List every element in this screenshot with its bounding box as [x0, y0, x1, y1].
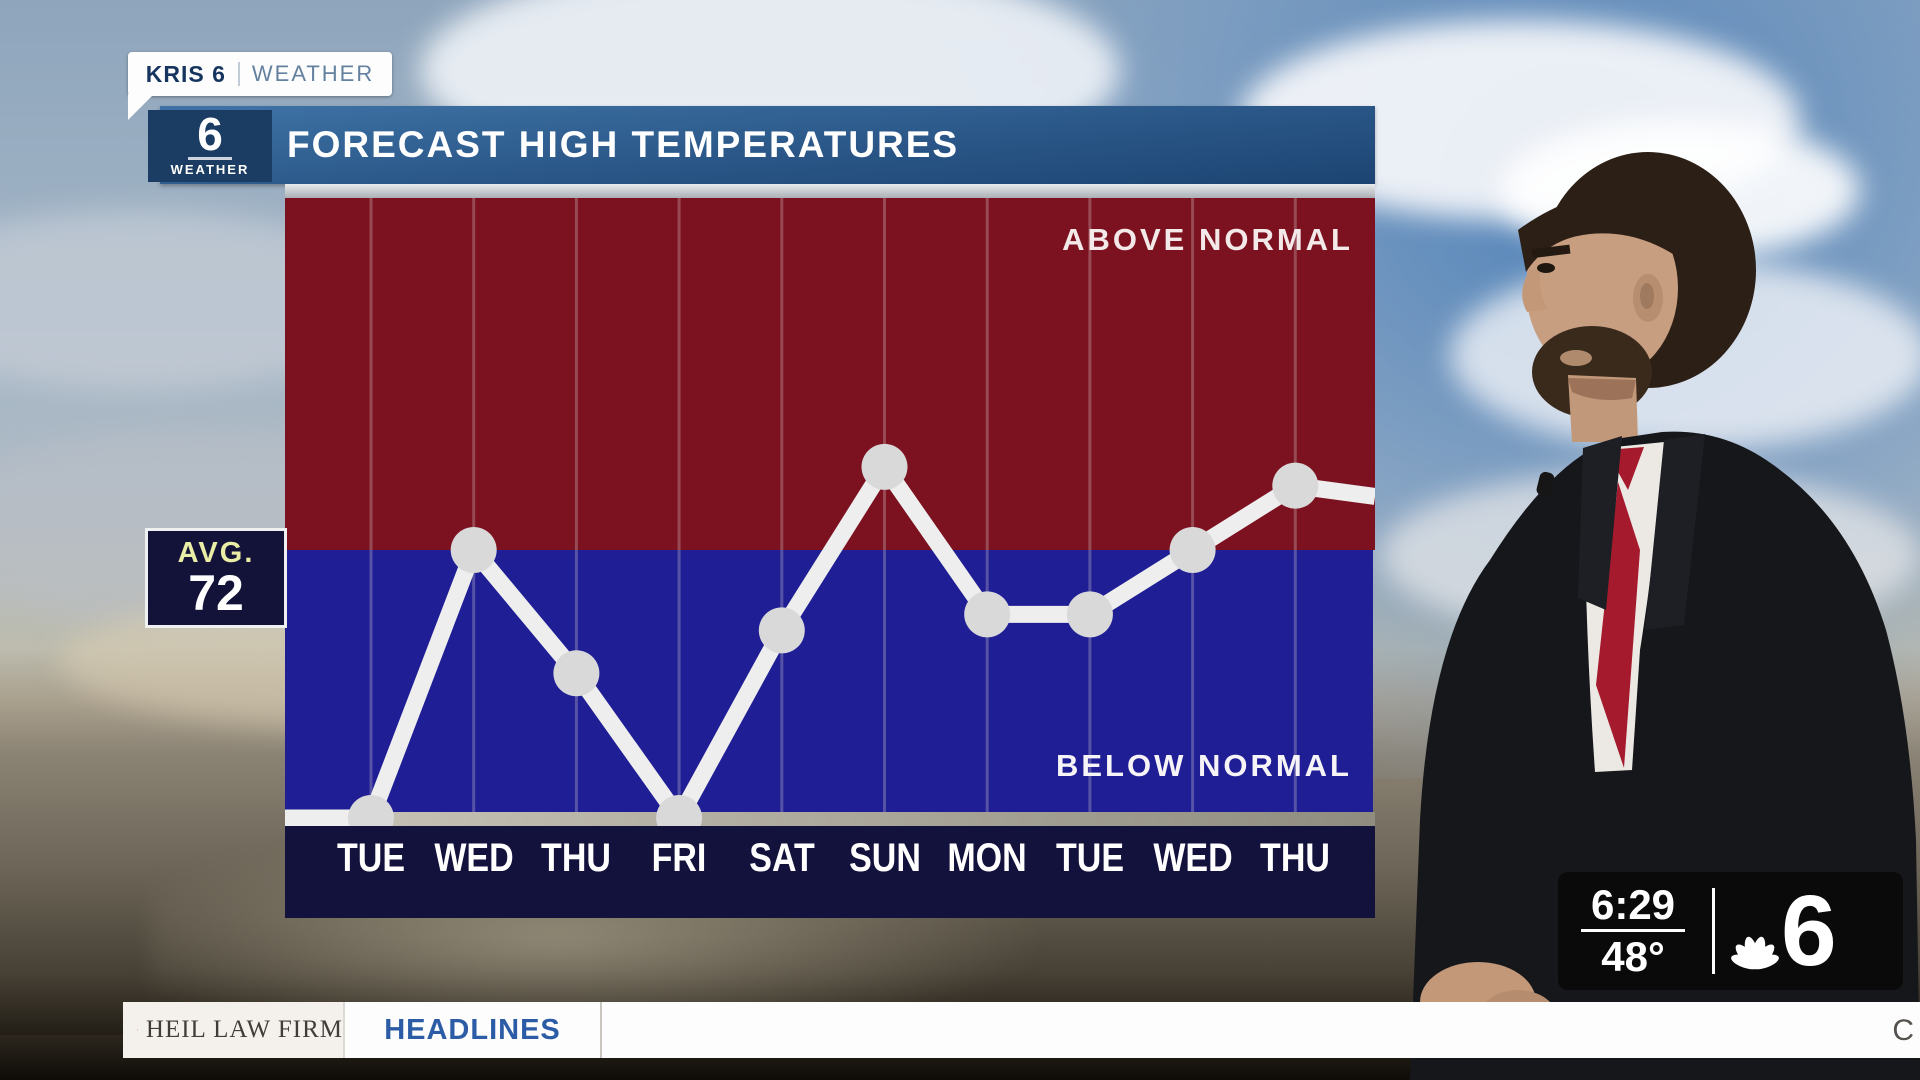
day-label: TUE — [337, 836, 405, 880]
average-value: 72 — [188, 565, 244, 621]
average-marker: AVG. 72 — [145, 528, 287, 628]
sponsor-section: HEIL LAW FIRM — [123, 1002, 345, 1058]
below-normal-region — [285, 550, 1373, 812]
page-title: FORECAST HIGH TEMPERATURES — [287, 124, 960, 165]
data-point-sat-4 — [758, 607, 805, 654]
day-label: WED — [1152, 836, 1233, 880]
channel-number: 6 — [197, 108, 223, 160]
station-section: WEATHER — [251, 61, 375, 86]
data-point-wed-1 — [450, 527, 497, 573]
below-normal-label: BELOW NORMAL — [1055, 748, 1352, 783]
channel-badge: 6 WEATHER — [148, 110, 272, 182]
above-normal-label: ABOVE NORMAL — [1062, 222, 1353, 257]
data-point-fri-3 — [656, 795, 703, 826]
nbc-peacock-icon — [1731, 936, 1779, 970]
day-label: TUE — [1055, 836, 1124, 880]
above-normal-region — [285, 198, 1375, 550]
badge-rule — [188, 157, 232, 160]
data-point-tue-7 — [1066, 591, 1113, 638]
day-label: MON — [947, 836, 1027, 880]
headlines-label: HEADLINES — [384, 1013, 561, 1046]
time-temp-panel: 6:29 48° 6 — [1558, 872, 1903, 990]
current-temperature: 48° — [1601, 932, 1665, 980]
day-label: SUN — [848, 836, 921, 880]
station-tab: KRIS 6 WEATHER — [128, 52, 392, 96]
station-name: KRIS 6 — [145, 60, 226, 87]
data-point-tue-0 — [348, 795, 394, 826]
data-point-thu-2 — [553, 650, 600, 697]
sponsor-name: HEIL LAW FIRM — [145, 1016, 343, 1043]
data-point-mon-6 — [964, 591, 1011, 638]
news-ticker: HEIL LAW FIRM HEADLINES C — [123, 1002, 1920, 1058]
tab-divider — [237, 62, 240, 86]
ticker-scroll-text: C — [1892, 1014, 1914, 1047]
clock-time: 6:29 — [1590, 880, 1676, 928]
header-bar — [160, 106, 1375, 184]
day-label: FRI — [651, 836, 707, 880]
forecast-line-chart — [285, 198, 1375, 826]
day-label: SAT — [749, 836, 815, 880]
average-label: AVG. — [177, 537, 255, 569]
day-label: THU — [1260, 836, 1331, 880]
headlines-section: HEADLINES — [345, 1002, 602, 1058]
time-divider-rule — [1581, 928, 1685, 932]
badge-label: WEATHER — [170, 162, 250, 177]
channel-bug-number: 6 — [1781, 875, 1837, 987]
data-point-wed-8 — [1169, 527, 1216, 573]
data-point-thu-9 — [1272, 462, 1319, 509]
chart-baseline — [285, 812, 1375, 826]
vertical-divider — [1712, 888, 1715, 974]
data-point-sun-5 — [861, 443, 908, 490]
day-label: THU — [541, 836, 612, 880]
fox-logo-icon — [137, 1029, 138, 1031]
chart-top-trim — [285, 184, 1375, 198]
day-axis-strip — [285, 826, 1375, 918]
day-label: WED — [434, 836, 514, 880]
